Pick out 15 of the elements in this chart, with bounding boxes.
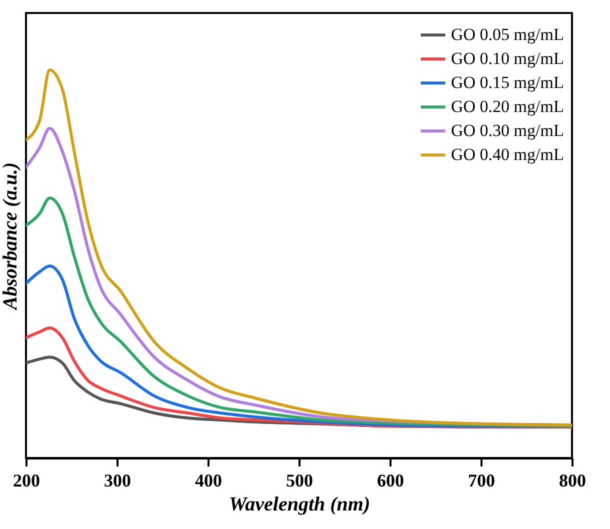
x-tick-label: 800 xyxy=(559,470,586,490)
x-tick-label: 300 xyxy=(104,470,131,490)
x-tick-label: 600 xyxy=(377,470,404,490)
legend-label: GO 0.15 mg/mL xyxy=(451,73,564,92)
x-tick-label: 400 xyxy=(195,470,222,490)
x-axis-title: Wavelength (nm) xyxy=(228,494,370,516)
x-tick-label: 500 xyxy=(286,470,313,490)
legend-label: GO 0.40 mg/mL xyxy=(451,145,564,164)
legend-label: GO 0.10 mg/mL xyxy=(451,49,564,68)
x-tick-label: 200 xyxy=(13,470,40,490)
x-tick-label: 700 xyxy=(468,470,495,490)
legend-label: GO 0.05 mg/mL xyxy=(451,25,564,44)
legend-label: GO 0.30 mg/mL xyxy=(451,121,564,140)
y-axis-title: Absorbance (a.u.) xyxy=(0,162,22,312)
legend-label: GO 0.20 mg/mL xyxy=(451,97,564,116)
